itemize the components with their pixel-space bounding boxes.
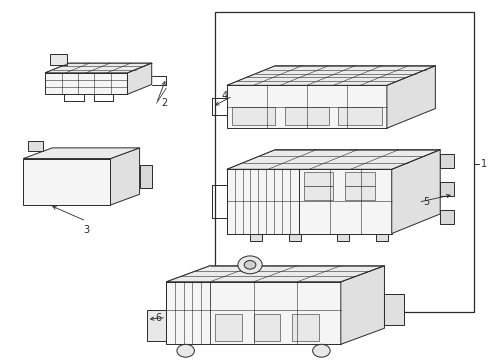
- Polygon shape: [392, 150, 440, 234]
- Polygon shape: [387, 66, 436, 128]
- Polygon shape: [339, 108, 382, 125]
- Polygon shape: [341, 266, 385, 344]
- Circle shape: [177, 344, 195, 357]
- Polygon shape: [227, 169, 392, 234]
- Polygon shape: [140, 165, 152, 188]
- Polygon shape: [345, 186, 374, 200]
- Circle shape: [313, 344, 330, 357]
- Polygon shape: [232, 108, 275, 125]
- Polygon shape: [440, 182, 454, 196]
- Polygon shape: [127, 63, 152, 94]
- Polygon shape: [285, 108, 329, 125]
- Text: 4: 4: [221, 91, 228, 101]
- Polygon shape: [345, 172, 374, 186]
- Polygon shape: [215, 314, 242, 341]
- Polygon shape: [304, 172, 333, 186]
- Polygon shape: [227, 85, 387, 128]
- Polygon shape: [23, 158, 110, 205]
- Polygon shape: [376, 234, 388, 242]
- Polygon shape: [227, 66, 436, 85]
- Text: 2: 2: [161, 98, 168, 108]
- Polygon shape: [289, 234, 300, 242]
- Circle shape: [238, 256, 262, 274]
- Text: 3: 3: [83, 225, 89, 235]
- Polygon shape: [253, 314, 280, 341]
- Text: 1: 1: [482, 159, 488, 169]
- Polygon shape: [166, 282, 341, 344]
- Polygon shape: [227, 150, 440, 169]
- Polygon shape: [147, 310, 166, 341]
- Polygon shape: [440, 210, 454, 224]
- Polygon shape: [292, 314, 318, 341]
- Polygon shape: [50, 54, 67, 65]
- Polygon shape: [45, 63, 152, 73]
- Polygon shape: [338, 234, 349, 242]
- Circle shape: [244, 261, 256, 269]
- Polygon shape: [250, 234, 262, 242]
- Polygon shape: [166, 266, 385, 282]
- Text: 5: 5: [423, 197, 430, 207]
- Polygon shape: [23, 148, 140, 158]
- Polygon shape: [45, 73, 127, 94]
- Polygon shape: [304, 186, 333, 200]
- Text: 6: 6: [155, 312, 161, 323]
- Polygon shape: [440, 154, 454, 168]
- Polygon shape: [28, 141, 43, 152]
- Polygon shape: [385, 294, 404, 325]
- Polygon shape: [110, 148, 140, 205]
- Bar: [215, 12, 474, 312]
